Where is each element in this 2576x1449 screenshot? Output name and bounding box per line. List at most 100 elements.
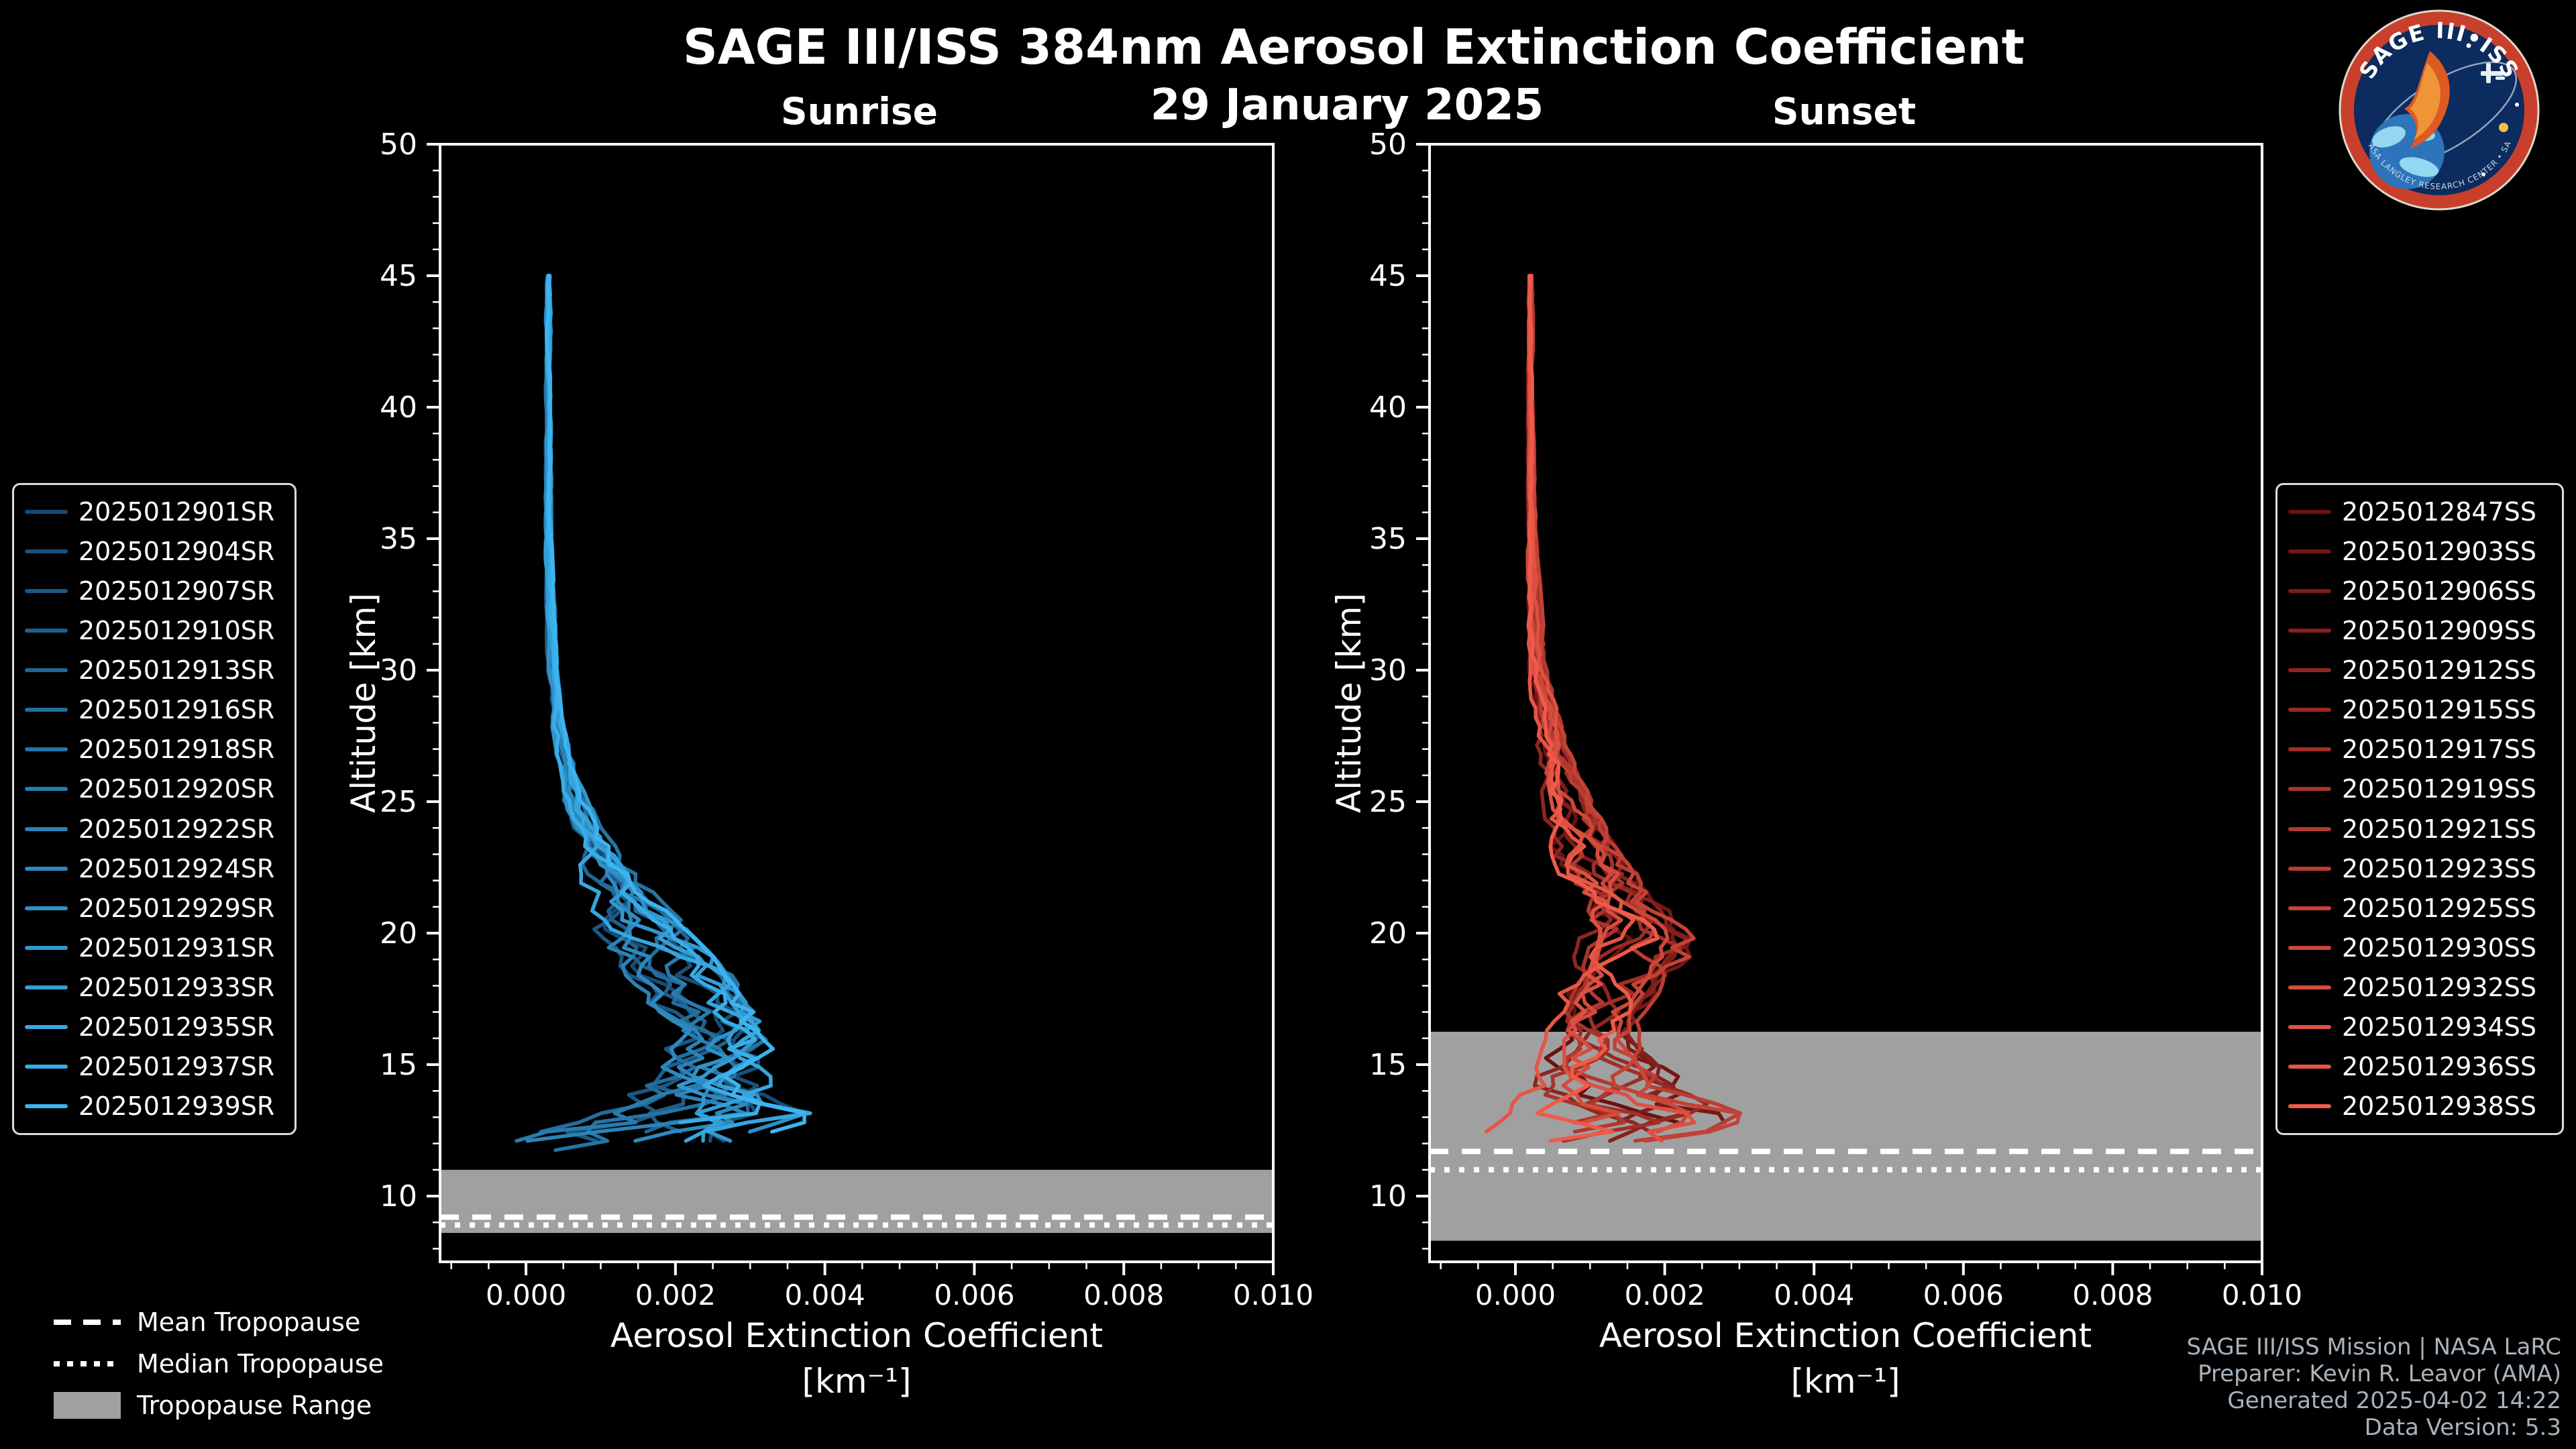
legend-line-swatch [25, 1065, 68, 1069]
legend-label: 2025012924SR [78, 853, 275, 883]
logo-iss [2481, 63, 2505, 83]
y-tick-label: 20 [380, 916, 417, 951]
legend-label: 2025012929SR [78, 893, 275, 923]
y-tick-label: 20 [1369, 916, 1407, 951]
legend-label: 2025012847SS [2342, 496, 2537, 527]
legend-line-swatch [25, 945, 68, 950]
profile-line-2025012938SS [1527, 274, 1660, 1143]
legend-item: 2025012920SR [25, 774, 284, 804]
median-tropopause-label: Median Tropopause [137, 1349, 384, 1379]
legend-label: 2025012934SS [2342, 1012, 2537, 1042]
legend-line-swatch [2288, 945, 2331, 950]
legend-label: 2025012932SS [2342, 973, 2537, 1003]
series-group [1484, 274, 1743, 1143]
mean-tropopause-legend-item: Mean Tropopause [54, 1307, 384, 1338]
logo-outer-trim [2339, 9, 2540, 211]
x-axis-label-sunset: Aerosol Extinction Coefficient [1599, 1316, 2092, 1355]
tropopause-range-label: Tropopause Range [137, 1391, 372, 1420]
legend-line-swatch [2288, 668, 2331, 673]
profile-line-2025012907SR [543, 274, 696, 1143]
legend-item: 2025012922SR [25, 814, 284, 844]
y-tick-label: 15 [1369, 1048, 1407, 1082]
y-tick-label: 10 [1369, 1179, 1407, 1214]
gray-band-swatch [54, 1392, 121, 1419]
legend-line-swatch [25, 549, 68, 553]
y-tick-label: 40 [1369, 390, 1407, 425]
legend-line-swatch [25, 906, 68, 910]
logo-planet [2499, 123, 2508, 132]
x-axis-units-sunrise: [km⁻¹] [802, 1362, 912, 1401]
legend-label: 2025012903SS [2342, 536, 2537, 566]
legend-line-swatch [25, 1104, 68, 1109]
y-tick-label: 30 [1369, 653, 1407, 688]
legend-label: 2025012916SR [78, 695, 275, 725]
x-tick-label: 0.002 [1624, 1279, 1705, 1311]
figure-title: SAGE III/ISS 384nm Aerosol Extinction Co… [682, 19, 2025, 75]
y-tick-label: 45 [380, 259, 417, 293]
legend-item: 2025012932SS [2288, 973, 2551, 1002]
legend-item: 2025012938SS [2288, 1091, 2551, 1121]
legend-label: 2025012933SR [78, 973, 275, 1003]
legend-line-swatch [2288, 708, 2331, 712]
mean-tropopause-label: Mean Tropopause [137, 1307, 361, 1337]
legend-item: 2025012847SS [2288, 497, 2551, 527]
legend-label: 2025012907SR [78, 576, 275, 606]
legend-line-swatch [25, 787, 68, 792]
legend-item: 2025012913SR [25, 655, 284, 685]
y-tick-label: 15 [380, 1048, 417, 1082]
legend-line-swatch [25, 985, 68, 990]
legend-line-swatch [2288, 906, 2331, 910]
legend-label: 2025012904SR [78, 536, 275, 566]
legend-item: 2025012910SR [25, 616, 284, 645]
legend-line-swatch [2288, 787, 2331, 792]
median-tropopause-legend-item: Median Tropopause [54, 1348, 384, 1379]
legend-line-swatch [25, 708, 68, 712]
profile-line-2025012939SR [545, 274, 806, 1134]
legend-line-swatch [2288, 747, 2331, 752]
x-tick-label: 0.004 [785, 1279, 865, 1311]
sunrise-legend: 2025012901SR 2025012904SR 2025012907SR 2025… [12, 483, 297, 1135]
legend-label: 2025012917SS [2342, 735, 2537, 765]
legend-line-swatch [25, 509, 68, 514]
legend-item: 2025012916SR [25, 695, 284, 724]
tropopause-range-legend-item: Tropopause Range [54, 1390, 384, 1421]
legend-label: 2025012915SS [2342, 695, 2537, 725]
legend-item: 2025012919SS [2288, 774, 2551, 804]
tropopause-legend: Mean Tropopause Median Tropopause Tropop… [54, 1307, 384, 1421]
profile-line-2025012932SS [1527, 274, 1623, 1124]
y-tick-label: 35 [380, 522, 417, 556]
profile-line-2025012915SS [1527, 274, 1709, 1124]
legend-label: 2025012936SS [2342, 1052, 2537, 1082]
legend-item: 2025012917SS [2288, 735, 2551, 764]
logo-star [2466, 43, 2471, 48]
legend-item: 2025012936SS [2288, 1052, 2551, 1081]
y-axis-label-sunset: Altitude [km] [1330, 593, 1368, 813]
credit-mission: SAGE III/ISS Mission | NASA LaRC [2186, 1334, 2561, 1360]
panel-title-sunset: Sunset [1772, 90, 1917, 133]
legend-label: 2025012937SR [78, 1052, 275, 1082]
x-tick-label: 0.000 [1475, 1279, 1556, 1311]
legend-label: 2025012919SS [2342, 774, 2537, 804]
x-tick-label: 0.006 [1923, 1279, 2004, 1311]
legend-item: 2025012930SS [2288, 933, 2551, 963]
legend-item: 2025012915SS [2288, 695, 2551, 724]
legend-item: 2025012921SS [2288, 814, 2551, 844]
legend-label: 2025012922SR [78, 814, 275, 844]
dotted-line-swatch [54, 1361, 121, 1366]
profile-line-2025012918SR [545, 274, 768, 1152]
legend-item: 2025012907SR [25, 576, 284, 606]
legend-label: 2025012923SS [2342, 853, 2537, 883]
x-tick-label: 0.008 [2072, 1279, 2153, 1311]
y-tick-label: 35 [1369, 522, 1407, 556]
legend-item: 2025012933SR [25, 973, 284, 1002]
legend-label: 2025012921SS [2342, 814, 2537, 844]
legend-line-swatch [25, 826, 68, 831]
legend-label: 2025012918SR [78, 735, 275, 765]
legend-item: 2025012918SR [25, 735, 284, 764]
profile-line-2025012935SR [545, 274, 812, 1143]
series-group [515, 274, 812, 1152]
legend-item: 2025012937SR [25, 1052, 284, 1081]
y-tick-label: 25 [380, 785, 417, 819]
legend-line-swatch [25, 866, 68, 871]
logo-star [2515, 103, 2519, 107]
